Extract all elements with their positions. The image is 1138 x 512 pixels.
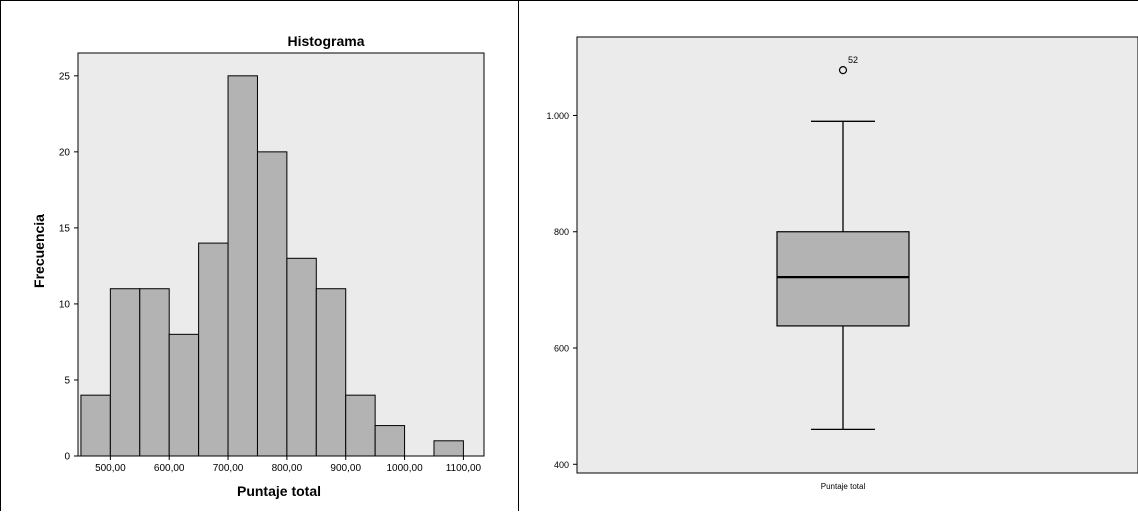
histogram-bar [227,75,258,457]
histogram-bar [374,425,406,457]
interquartile-box [776,231,910,327]
x-tick-label: 700,00 [213,463,244,474]
x-tick-label: 1100,00 [446,463,482,474]
boxplot-chart: 400 600 800 1.000 52 Puntaje total [546,36,1138,491]
x-tick-label: 500,00 [95,463,126,474]
histogram-bar [286,257,317,457]
chart-title: Histograma [287,33,364,49]
y-tick-label: 1.000 [546,111,569,121]
x-tick-label: Puntaje total [821,482,866,491]
outlier-point [838,66,848,75]
y-tick-label: 5 [64,375,70,386]
x-tick-label: 900,00 [330,463,361,474]
y-tick-label: 0 [64,452,70,463]
y-tick-label: 20 [59,147,71,158]
y-tick-label: 15 [59,223,71,234]
histogram-bar [139,288,170,457]
histogram-chart: Histograma 500,00 600,00 700,00 800,00 900,0… [31,33,485,499]
y-tick-label: 600 [554,344,569,354]
histogram-bar [315,288,347,457]
x-axis-title: Puntaje total [237,483,321,499]
histogram-panel: Histograma 500,00 600,00 700,00 800,00 900,0… [0,0,519,511]
y-tick-label: 800 [554,227,569,237]
x-tick-label: 1000,00 [386,463,423,474]
histogram-bar [345,394,376,457]
x-tick-label: 800,00 [272,463,303,474]
histogram-bar [168,333,200,457]
y-tick-label: 400 [554,460,569,470]
histogram-bar [433,440,464,457]
boxplot-panel: 400 600 800 1.000 52 Puntaje total [519,0,1138,511]
histogram-bar [198,242,229,457]
histogram-bar [109,288,141,457]
x-tick-label: 600,00 [154,463,185,474]
y-tick-label: 25 [59,71,71,82]
histogram-bar [80,394,111,457]
outlier-label: 52 [848,55,858,65]
y-tick-label: 10 [59,299,71,310]
histogram-bar [256,151,288,457]
y-axis-title: Frecuencia [31,214,47,288]
